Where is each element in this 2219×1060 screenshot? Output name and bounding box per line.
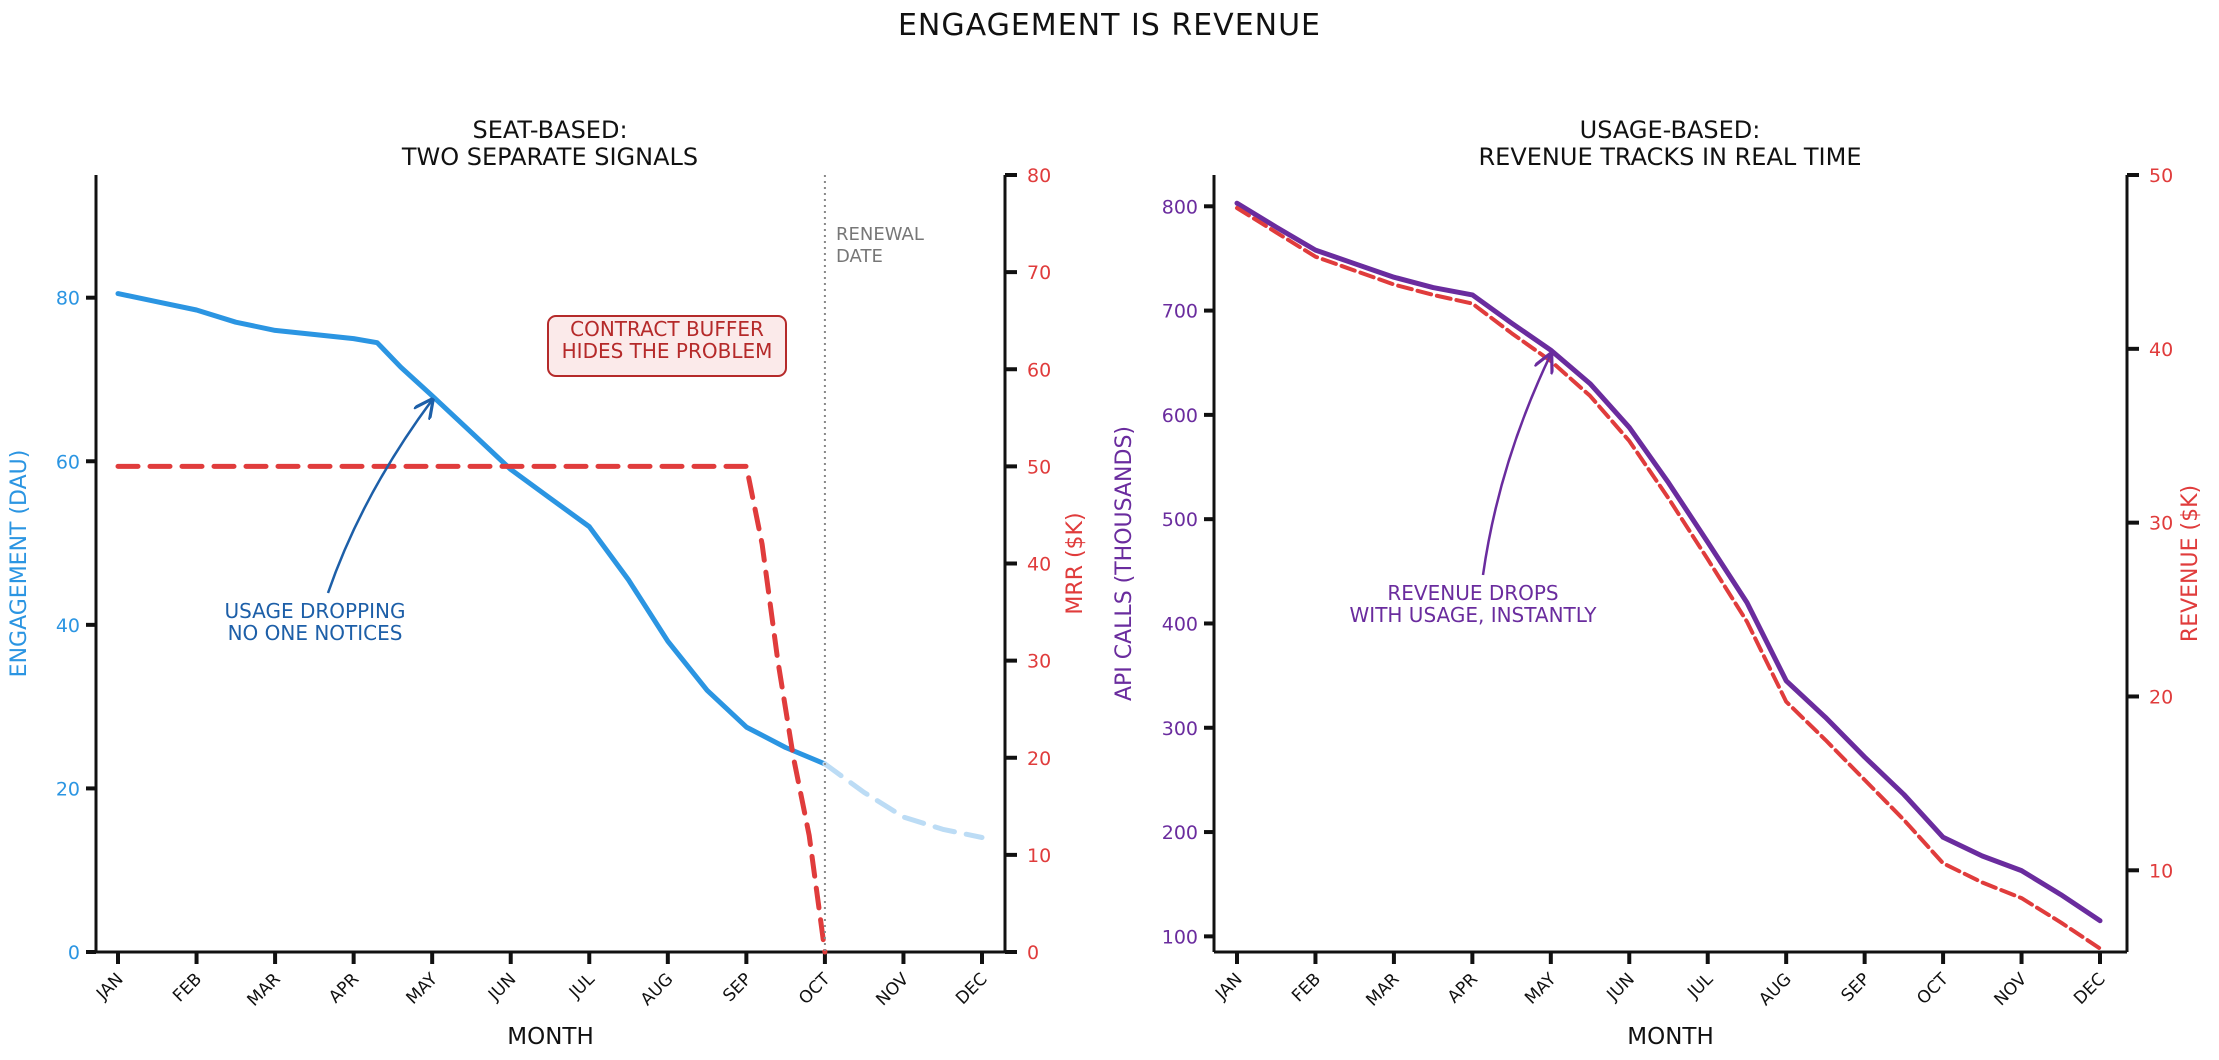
y-right-tick-label: 10 xyxy=(1027,845,1051,867)
y-right-axis-label: MRR ($K) xyxy=(1063,512,1088,614)
x-tick-label: AUG xyxy=(637,969,677,1009)
y-left-tick-label: 700 xyxy=(1162,301,1198,323)
y-left-tick-label: 100 xyxy=(1162,926,1198,948)
x-tick-label: OCT xyxy=(1913,969,1953,1009)
x-tick-label: AUG xyxy=(1755,969,1795,1009)
annotation-text-line: HIDES THE PROBLEM xyxy=(562,339,773,363)
y-right-tick-label: 20 xyxy=(2149,686,2173,708)
x-tick-label: MAY xyxy=(1521,969,1561,1009)
y-right-tick-label: 0 xyxy=(1027,942,1039,964)
y-left-tick-label: 20 xyxy=(56,778,80,800)
y-right-tick-label: 20 xyxy=(1027,748,1051,770)
x-tick-label: JUL xyxy=(565,969,599,1003)
y-right-axis-label: REVENUE ($K) xyxy=(2178,485,2203,642)
annotation-text-line: USAGE DROPPING xyxy=(224,599,405,623)
x-tick-label: JUL xyxy=(1683,969,1717,1003)
annotation-text-line: DATE xyxy=(836,246,883,267)
figure-title: ENGAGEMENT IS REVENUE xyxy=(897,8,1322,43)
y-left-tick-label: 300 xyxy=(1162,718,1198,740)
x-tick-label: JUN xyxy=(484,969,520,1005)
x-tick-label: DEC xyxy=(952,969,991,1008)
y-left-tick-label: 200 xyxy=(1162,822,1198,844)
y-left-tick-label: 600 xyxy=(1162,405,1198,427)
x-tick-label: MAR xyxy=(244,969,285,1010)
y-left-tick-label: 500 xyxy=(1162,509,1198,531)
x-tick-label: NOV xyxy=(1990,969,2031,1010)
x-tick-label: MAY xyxy=(403,969,443,1009)
y-right-tick-label: 30 xyxy=(2149,513,2173,535)
x-tick-label: APR xyxy=(325,969,363,1007)
y-right-tick-label: 80 xyxy=(1027,165,1051,187)
series-line-1 xyxy=(115,291,828,767)
x-tick-label: DEC xyxy=(2070,969,2109,1008)
series-line-1 xyxy=(1234,200,2103,924)
annotation-text-line: CONTRACT BUFFER xyxy=(570,317,764,341)
y-left-tick-label: 400 xyxy=(1162,613,1198,635)
y-left-tick-label: 80 xyxy=(56,288,80,310)
y-left-tick-label: 60 xyxy=(56,451,80,473)
x-tick-label: FEB xyxy=(169,969,206,1006)
annotation-text-line: NO ONE NOTICES xyxy=(228,621,403,645)
series-line-2 xyxy=(1235,206,2102,951)
y-right-tick-label: 50 xyxy=(2149,165,2173,187)
annotation-text-line: REVENUE DROPS xyxy=(1387,581,1558,605)
x-tick-label: SEP xyxy=(719,969,756,1006)
x-tick-label: APR xyxy=(1444,969,1482,1007)
series-line-3 xyxy=(115,463,828,955)
y-right-tick-label: 50 xyxy=(1027,456,1051,478)
x-tick-label: JAN xyxy=(92,969,127,1004)
annotation-text-line: WITH USAGE, INSTANTLY xyxy=(1350,603,1598,627)
y-left-tick-label: 800 xyxy=(1162,196,1198,218)
y-left-axis-label: ENGAGEMENT (DAU) xyxy=(7,450,32,678)
x-tick-label: NOV xyxy=(872,969,913,1010)
x-axis-label: MONTH xyxy=(1627,1024,1714,1050)
chart-title-line: USAGE-BASED: xyxy=(1580,116,1761,144)
y-right-tick-label: 40 xyxy=(1027,554,1051,576)
x-tick-label: OCT xyxy=(795,969,835,1009)
x-tick-label: FEB xyxy=(1288,969,1325,1006)
y-right-tick-label: 30 xyxy=(1027,651,1051,673)
chart-title-line: SEAT-BASED: xyxy=(472,116,627,144)
chart-title-line: TWO SEPARATE SIGNALS xyxy=(401,143,698,171)
x-axis-label: MONTH xyxy=(507,1024,594,1050)
annotation-box xyxy=(547,315,787,377)
y-right-tick-label: 40 xyxy=(2149,339,2173,361)
x-tick-label: SEP xyxy=(1838,969,1875,1006)
series-line-2 xyxy=(822,761,985,840)
chart-panel-1: SEAT-BASED:TWO SEPARATE SIGNALS 0 20 40 60 80… xyxy=(7,116,1088,1050)
chart-panel-2: USAGE-BASED:REVENUE TRACKS IN REAL TIME 1… xyxy=(1112,116,2203,1050)
annotation-arrow xyxy=(1481,354,1551,576)
y-right-tick-label: 70 xyxy=(1027,262,1051,284)
x-tick-label: JAN xyxy=(1211,969,1246,1004)
x-tick-label: MAR xyxy=(1362,969,1403,1010)
annotation-arrow xyxy=(326,400,432,594)
annotation-text-line: RENEWAL xyxy=(836,224,924,245)
x-tick-label: JUN xyxy=(1603,969,1639,1005)
y-right-tick-label: 10 xyxy=(2149,860,2173,882)
y-left-axis-label: API CALLS (THOUSANDS) xyxy=(1112,426,1137,701)
y-right-tick-label: 60 xyxy=(1027,359,1051,381)
y-left-tick-label: 40 xyxy=(56,615,80,637)
chart-title-line: REVENUE TRACKS IN REAL TIME xyxy=(1479,143,1862,171)
y-left-tick-label: 0 xyxy=(68,942,80,964)
